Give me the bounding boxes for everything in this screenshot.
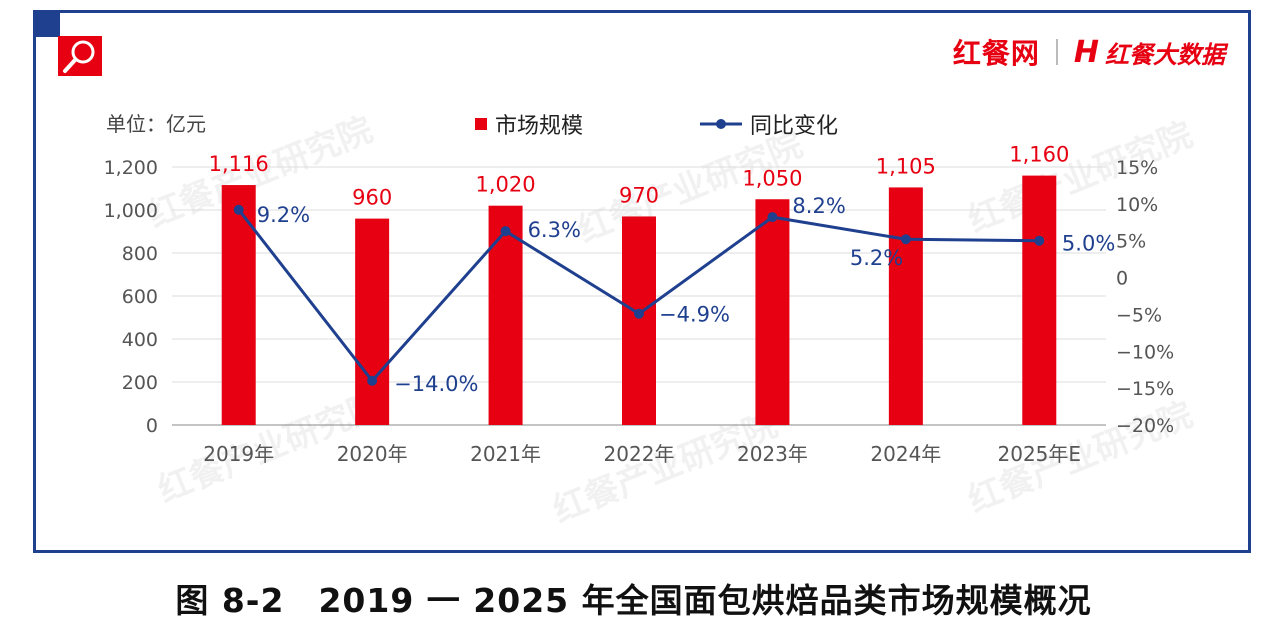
- line-data-label: 8.2%: [792, 194, 845, 218]
- y-right-tick-label: 5%: [1116, 231, 1146, 253]
- y-left-tick-label: 600: [122, 286, 158, 308]
- line-data-label: 6.3%: [528, 218, 581, 242]
- x-tick-label: 2023年: [737, 442, 808, 466]
- bar: [622, 216, 656, 425]
- bar-data-label: 1,105: [876, 154, 936, 178]
- line-data-label: 5.2%: [850, 246, 903, 270]
- legend-item-bar: 市场规模: [475, 108, 583, 140]
- y-right-tick-label: −20%: [1116, 415, 1174, 437]
- bar: [888, 187, 923, 425]
- line-data-label: −14.0%: [394, 372, 478, 396]
- legend-line-label: 同比变化: [750, 114, 839, 139]
- bar-data-label: 1,160: [1009, 143, 1069, 167]
- x-tick-label: 2024年: [870, 442, 941, 466]
- x-tick-label: 2025年E: [998, 442, 1082, 466]
- brand-primary: 红餐网: [952, 37, 1040, 70]
- line-point: [233, 204, 244, 215]
- y-left-tick-label: 400: [122, 329, 158, 351]
- line-data-label: 5.0%: [1062, 232, 1115, 256]
- y-left-tick-label: 800: [122, 243, 158, 265]
- line-point: [500, 226, 511, 237]
- unit-label: 单位：亿元: [106, 112, 206, 136]
- line-point: [767, 212, 778, 223]
- brand-logo-icon: H: [1073, 34, 1099, 70]
- y-right-tick-label: 15%: [1116, 157, 1158, 179]
- y-left-tick-label: 0: [146, 415, 158, 437]
- brand-header: 红餐网 H 红餐大数据: [953, 32, 1225, 72]
- bar: [1022, 175, 1057, 425]
- magnifier-icon: [58, 36, 102, 76]
- legend-bar-swatch: [475, 118, 487, 130]
- legend-line-swatch: [700, 119, 742, 129]
- y-right-tick-label: −15%: [1116, 378, 1174, 400]
- corner-accent: [33, 10, 60, 37]
- y-right-tick-label: −10%: [1116, 341, 1174, 363]
- y-right-tick-label: 0: [1116, 268, 1128, 290]
- x-tick-label: 2019年: [203, 442, 274, 466]
- legend-bar-label: 市场规模: [495, 114, 584, 139]
- bar-data-label: 1,116: [209, 152, 269, 176]
- line-data-label: −4.9%: [659, 303, 730, 327]
- brand-divider: [1055, 39, 1058, 65]
- bar-data-label: 1,020: [476, 173, 536, 197]
- line-point: [900, 234, 911, 245]
- y-right-tick-label: −5%: [1116, 304, 1162, 326]
- line-point: [1034, 235, 1045, 246]
- x-tick-label: 2022年: [604, 442, 675, 466]
- line-point: [367, 375, 378, 386]
- bar: [221, 185, 256, 425]
- x-tick-label: 2020年: [337, 442, 408, 466]
- bar-data-label: 970: [619, 183, 659, 207]
- line-point: [634, 308, 644, 319]
- y-left-tick-label: 1,000: [104, 200, 158, 222]
- bar: [755, 199, 790, 425]
- bar-data-label: 960: [352, 186, 392, 210]
- y-left-tick-label: 200: [122, 372, 158, 394]
- brand-secondary: 红餐大数据: [1105, 40, 1225, 69]
- y-right-tick-label: 10%: [1116, 194, 1158, 216]
- bar: [355, 218, 390, 425]
- x-tick-label: 2021年: [470, 442, 541, 466]
- legend-item-line: 同比变化: [700, 108, 838, 140]
- figure-caption: 图 8-2 2019 一 2025 年全国面包烘焙品类市场规模概况: [175, 581, 1092, 620]
- y-left-tick-label: 1,200: [104, 157, 158, 179]
- bar-data-label: 1,050: [742, 166, 802, 190]
- line-data-label: 9.2%: [257, 203, 310, 227]
